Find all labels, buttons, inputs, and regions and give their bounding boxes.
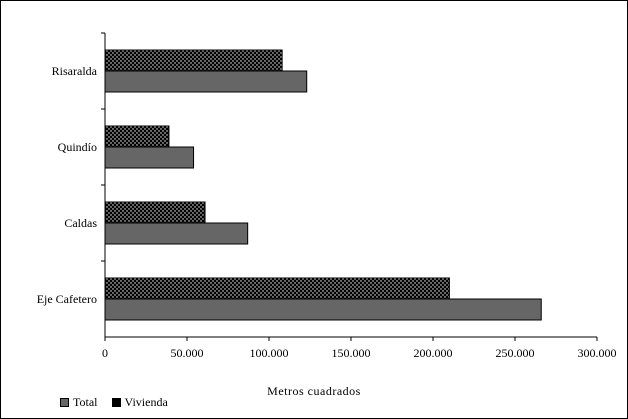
x-tick-label: 300.000 bbox=[578, 346, 617, 360]
bar-total bbox=[104, 146, 195, 169]
x-tick-label: 200.000 bbox=[414, 346, 453, 360]
x-axis-title: Metros cuadrados bbox=[267, 384, 361, 398]
legend-swatch-total bbox=[60, 398, 69, 407]
bar-total bbox=[104, 222, 249, 245]
legend-label-vivienda: Vivienda bbox=[124, 395, 168, 409]
x-tick-label: 150.000 bbox=[332, 346, 371, 360]
x-tick-label: 250.000 bbox=[496, 346, 535, 360]
legend-entry-vivienda: Vivienda bbox=[111, 395, 168, 410]
y-category-label: Quindío bbox=[58, 140, 97, 154]
bar-vivienda bbox=[104, 49, 283, 72]
legend-swatch-vivienda bbox=[111, 398, 121, 407]
bar-vivienda bbox=[104, 277, 450, 300]
x-tick-label: 0 bbox=[102, 346, 108, 360]
bar-total bbox=[104, 70, 308, 93]
x-tick-label: 100.000 bbox=[250, 346, 289, 360]
bar-total bbox=[104, 298, 542, 321]
legend-label-total: Total bbox=[73, 395, 98, 409]
bar-vivienda bbox=[104, 201, 206, 224]
legend-entry-total: Total bbox=[60, 395, 98, 410]
y-category-label: Risaralda bbox=[52, 64, 98, 78]
legend: Total Vivienda bbox=[60, 395, 168, 410]
x-tick-label: 50.000 bbox=[171, 346, 204, 360]
y-category-label: Caldas bbox=[64, 216, 97, 230]
y-category-label: Eje Cafetero bbox=[37, 292, 97, 306]
bar-vivienda bbox=[104, 125, 170, 148]
